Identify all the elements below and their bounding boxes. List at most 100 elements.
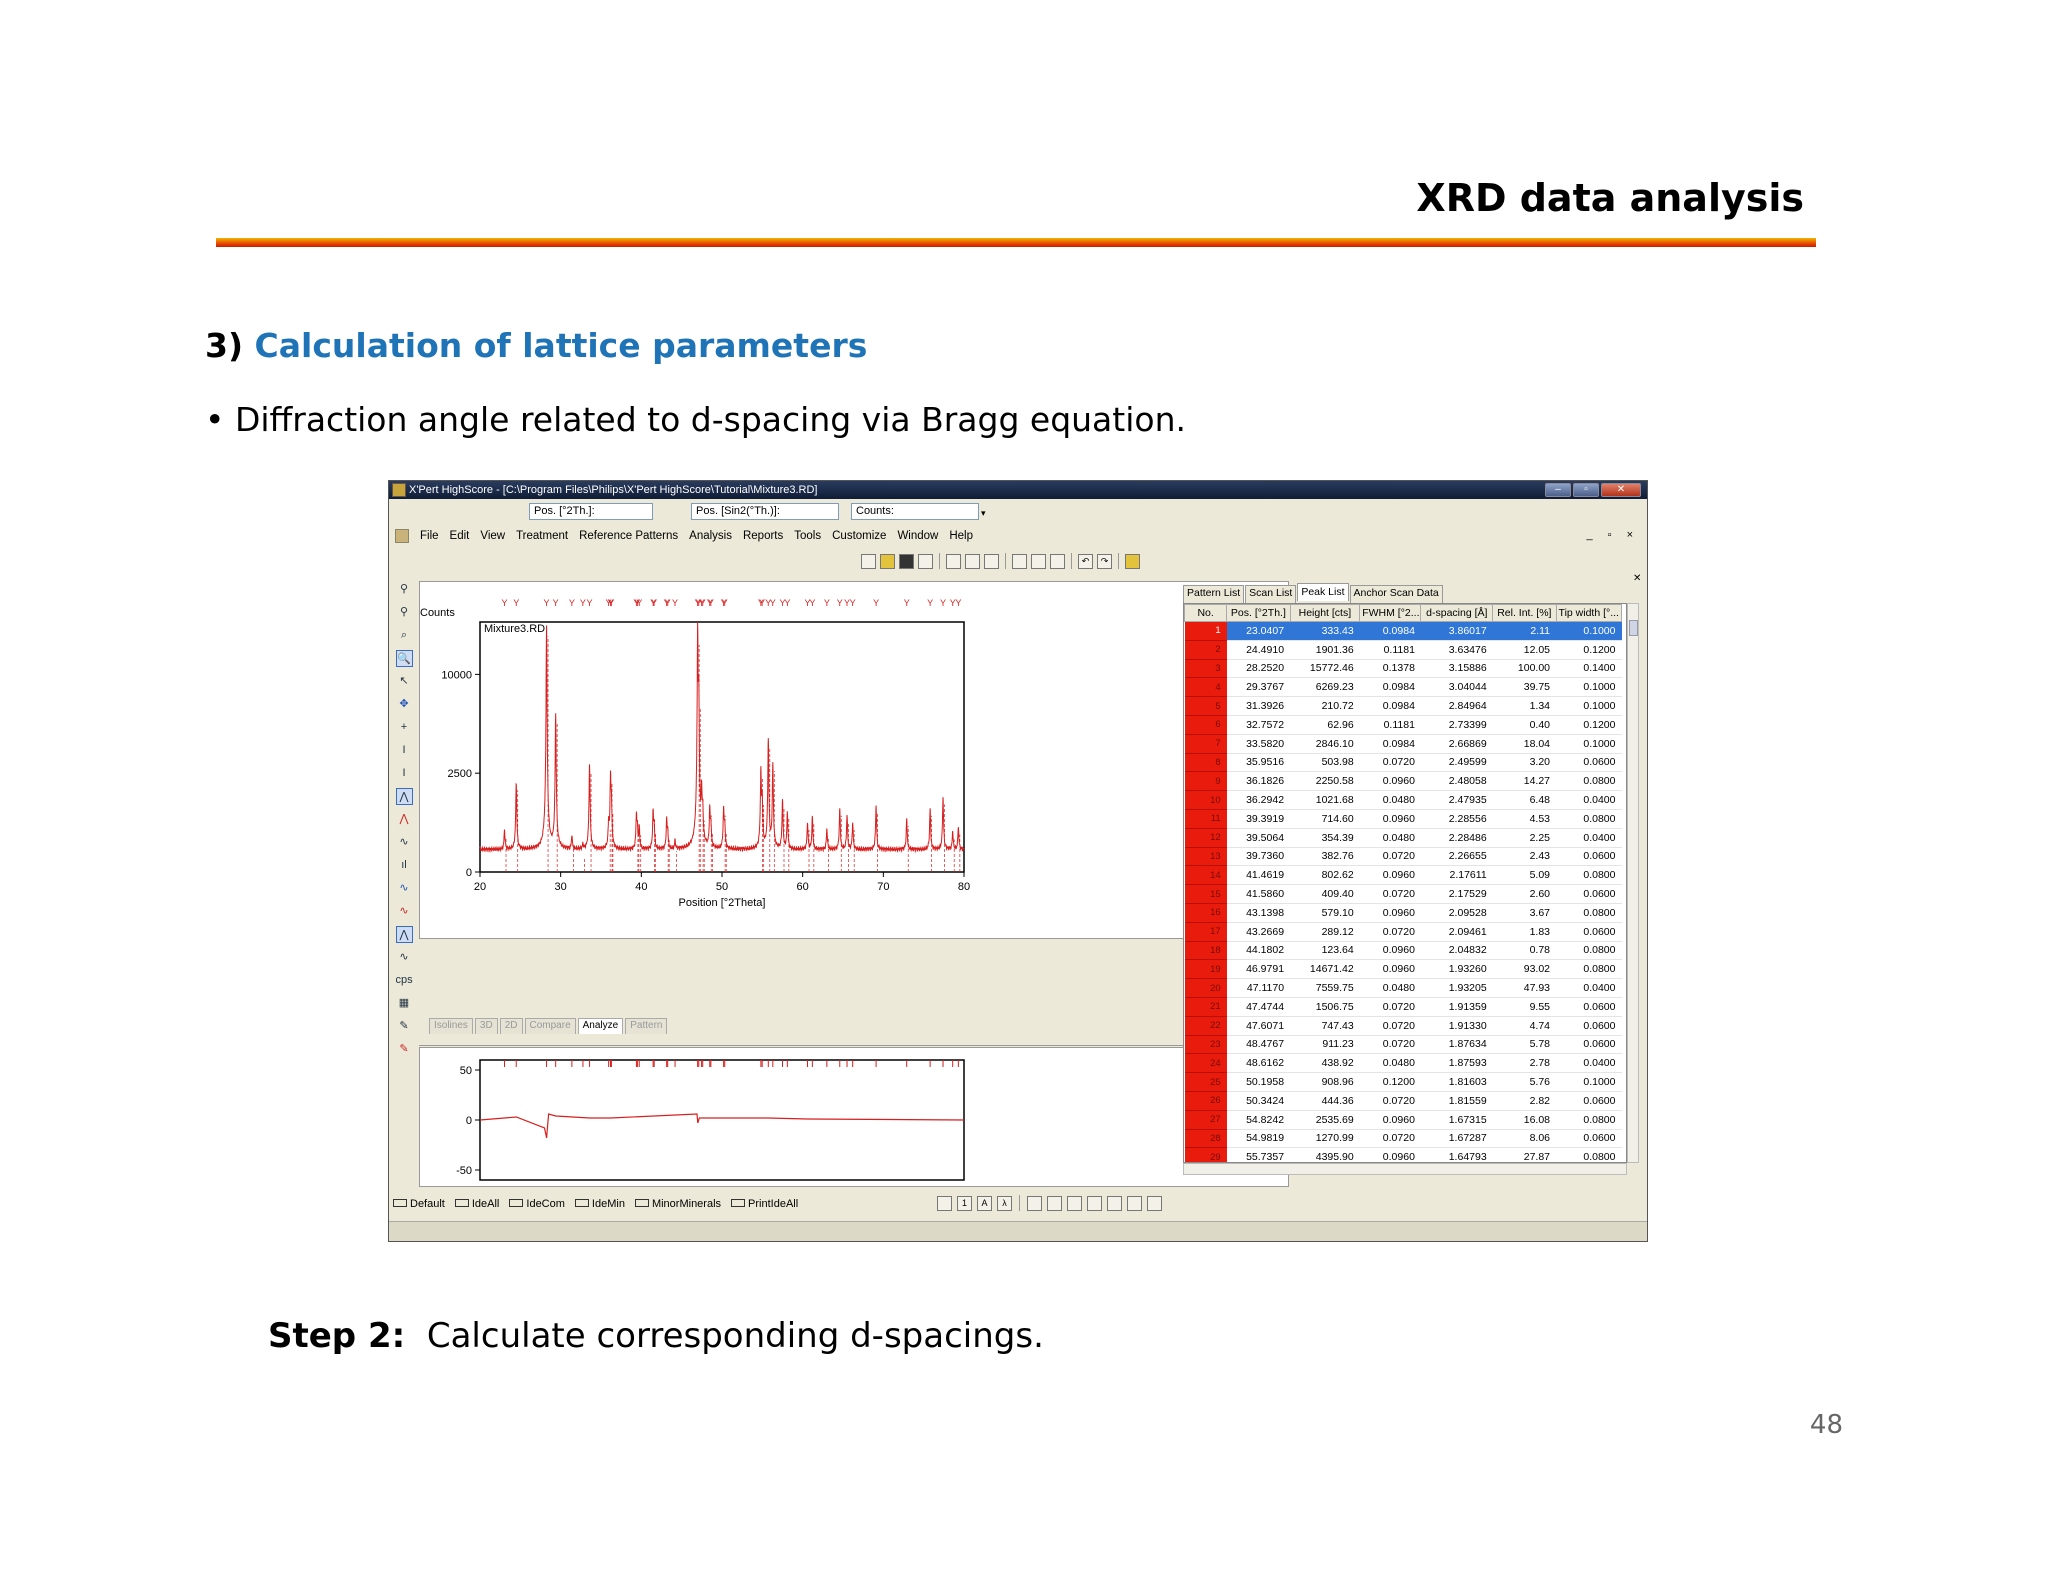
difference-chart[interactable]: -50 0 50	[420, 1048, 1290, 1188]
tab-analyze[interactable]: Analyze	[577, 1018, 624, 1034]
table-row[interactable]: 18 44.1802 123.64 0.0960 2.04832 0.78 0.0800	[1184, 941, 1622, 961]
cps-label[interactable]: cps	[395, 974, 413, 986]
tab-compare[interactable]: Compare	[524, 1018, 576, 1034]
table-row[interactable]: 21 47.4744 1506.75 0.0720 1.91359 9.55 0.0600	[1184, 997, 1622, 1017]
print-preview-icon[interactable]	[965, 553, 980, 569]
table-row[interactable]: 12 39.5064 354.39 0.0480 2.28486 2.25 0.0400	[1184, 828, 1622, 848]
table-row[interactable]: 22 47.6071 747.43 0.0720 1.91330 4.74 0.0600	[1184, 1016, 1622, 1036]
report-icon[interactable]	[984, 553, 999, 569]
toolbox-icon[interactable]	[1125, 553, 1140, 569]
save-icon[interactable]	[899, 553, 914, 569]
peak-labels-icon[interactable]: λ	[997, 1195, 1012, 1211]
column-header[interactable]: d-spacing [Å]	[1420, 604, 1494, 622]
table-row[interactable]: 6 32.7572 62.96 0.1181 2.73399 0.40 0.1200	[1184, 715, 1622, 735]
background-icon[interactable]: ∿	[399, 836, 409, 848]
close-button[interactable]: ✕	[1601, 483, 1641, 497]
tab-2d[interactable]: 2D	[499, 1018, 523, 1034]
table-row[interactable]: 25 50.1958 908.96 0.1200 1.81603 5.76 0.1000	[1184, 1072, 1622, 1092]
numeric-labels-icon[interactable]: 1	[957, 1195, 972, 1211]
menu-file[interactable]: File	[420, 530, 439, 542]
program-printideall[interactable]: PrintIdeAll	[731, 1198, 798, 1210]
zoom-out-icon[interactable]: ⚲	[399, 606, 409, 618]
crosshair-icon[interactable]: +	[400, 721, 408, 733]
menu-customize[interactable]: Customize	[832, 530, 887, 542]
table-row[interactable]: 13 39.7360 382.76 0.0720 2.26655 2.43 0.0600	[1184, 847, 1622, 867]
tab-pattern-list[interactable]: Pattern List	[1183, 585, 1245, 603]
menu-help[interactable]: Help	[949, 530, 974, 542]
mdi-buttons[interactable]: _ ▫ ×	[1586, 529, 1639, 541]
program-minorminerals[interactable]: MinorMinerals	[634, 1198, 721, 1210]
profile-select-icon[interactable]: ⋀	[395, 926, 413, 943]
table-row[interactable]: 11 39.3919 714.60 0.0960 2.28556 4.53 0.0800	[1184, 809, 1622, 829]
paste-icon[interactable]	[1050, 553, 1065, 569]
table-row[interactable]: 14 41.4619 802.62 0.0960 2.17611 5.09 0.0800	[1184, 865, 1622, 886]
table-row[interactable]: 9 36.1826 2250.58 0.0960 2.48058 14.27 0.0800	[1184, 771, 1622, 792]
pointer-icon[interactable]: ↖	[399, 675, 409, 687]
settings-icon[interactable]	[1147, 1195, 1162, 1211]
program-idemin[interactable]: IdeMin	[574, 1198, 625, 1210]
move-icon[interactable]: ✥	[399, 698, 409, 710]
text-labels-icon[interactable]: A	[977, 1195, 992, 1211]
table-row[interactable]: 5 31.3926 210.72 0.0984 2.84964 1.34 0.1000	[1184, 696, 1622, 716]
undo-icon[interactable]: ↶	[1078, 553, 1093, 569]
document-icon[interactable]	[395, 529, 409, 543]
column-header[interactable]: Rel. Int. [%]	[1492, 604, 1557, 622]
calculator-icon[interactable]: ▦	[398, 997, 410, 1009]
tab-3d[interactable]: 3D	[474, 1018, 498, 1034]
table-row[interactable]: 19 46.9791 14671.42 0.0960 1.93260 93.02 0.080…	[1184, 959, 1622, 980]
profile-blue-icon[interactable]: ∿	[399, 882, 409, 894]
column-header[interactable]: Height [cts]	[1289, 604, 1361, 622]
open-icon[interactable]	[880, 553, 895, 569]
profile-red-icon[interactable]: ∿	[399, 905, 409, 917]
table-row[interactable]: 27 54.8242 2535.69 0.0960 1.67315 16.08 0.0800	[1184, 1110, 1622, 1130]
table-row[interactable]: 10 36.2942 1021.68 0.0480 2.47935 6.48 0.0400	[1184, 790, 1622, 810]
menu-analysis[interactable]: Analysis	[689, 530, 732, 542]
table-row[interactable]: 17 43.2669 289.12 0.0720 2.09461 1.83 0.0600	[1184, 922, 1622, 942]
export-icon[interactable]	[918, 553, 933, 569]
new-icon[interactable]	[861, 553, 876, 569]
print-icon[interactable]	[946, 553, 961, 569]
table-row[interactable]: 4 29.3767 6269.23 0.0984 3.04044 39.75 0.1000	[1184, 677, 1622, 698]
tab-peak-list[interactable]: Peak List	[1297, 583, 1349, 601]
table-row[interactable]: 20 47.1170 7559.75 0.0480 1.93205 47.93 0.0400	[1184, 978, 1622, 998]
window-titlebar[interactable]: X'Pert HighScore - [C:\Program Files\Phi…	[389, 481, 1647, 499]
tab-isolines[interactable]: Isolines	[429, 1018, 473, 1034]
layout-icon[interactable]	[1067, 1195, 1082, 1211]
search-match-icon[interactable]	[937, 1195, 952, 1211]
table-row[interactable]: 16 43.1398 579.10 0.0960 2.09528 3.67 0.0800	[1184, 903, 1622, 923]
column-header[interactable]: Tip width [°...	[1555, 604, 1623, 622]
menu-reports[interactable]: Reports	[742, 530, 784, 542]
program-idecom[interactable]: IdeCom	[509, 1198, 565, 1210]
program-default[interactable]: Default	[393, 1198, 445, 1210]
pen-red-icon[interactable]: ✎	[399, 1043, 409, 1055]
pattern-chart[interactable]: Counts Mixture3.RD Position [°2Theta] 0 2500…	[420, 582, 1290, 940]
pattern-plot-panel[interactable]: Counts Mixture3.RD Position [°2Theta] 0 2500…	[419, 581, 1289, 939]
redo-icon[interactable]: ↷	[1097, 553, 1112, 569]
table-row[interactable]: 2 24.4910 1901.36 0.1181 3.63476 12.05 0.1200	[1184, 640, 1622, 660]
column-header[interactable]: No.	[1184, 604, 1228, 622]
tab-anchor-scan-data[interactable]: Anchor Scan Data	[1349, 585, 1443, 603]
menu-treatment[interactable]: Treatment	[516, 530, 569, 542]
tab-scan-list[interactable]: Scan List	[1245, 585, 1297, 603]
chevron-down-icon[interactable]: ▾	[981, 508, 986, 518]
grid-icon[interactable]	[1087, 1195, 1102, 1211]
close-icon[interactable]: ✕	[1633, 573, 1642, 584]
scroll-thumb[interactable]	[1629, 620, 1638, 636]
menu-tools[interactable]: Tools	[794, 530, 822, 542]
program-ideall[interactable]: IdeAll	[454, 1198, 499, 1210]
table-row[interactable]: 23 48.4767 911.23 0.0720 1.87634 5.78 0.0600	[1184, 1035, 1622, 1055]
bars-icon[interactable]: ıl	[401, 859, 407, 871]
copy-icon[interactable]	[1031, 553, 1046, 569]
table-row[interactable]: 29 55.7357 4395.90 0.0960 1.64793 27.87 0.0800	[1184, 1147, 1622, 1162]
difference-plot-panel[interactable]: -50 0 50	[419, 1047, 1289, 1187]
menu-reference-patterns[interactable]: Reference Patterns	[579, 530, 679, 542]
pen-green-icon[interactable]: ✎	[399, 1020, 409, 1032]
column-header[interactable]: FWHM [°2...	[1359, 604, 1422, 622]
horizontal-scrollbar[interactable]	[1183, 1163, 1627, 1175]
magnifier-icon[interactable]: 🔍	[395, 650, 413, 667]
profile-icon[interactable]	[1027, 1195, 1042, 1211]
maximize-button[interactable]: ▫	[1573, 483, 1599, 497]
profile-green-icon[interactable]: ∿	[399, 951, 409, 963]
y-scale-icon[interactable]: I	[402, 744, 406, 756]
menu-edit[interactable]: Edit	[449, 530, 470, 542]
